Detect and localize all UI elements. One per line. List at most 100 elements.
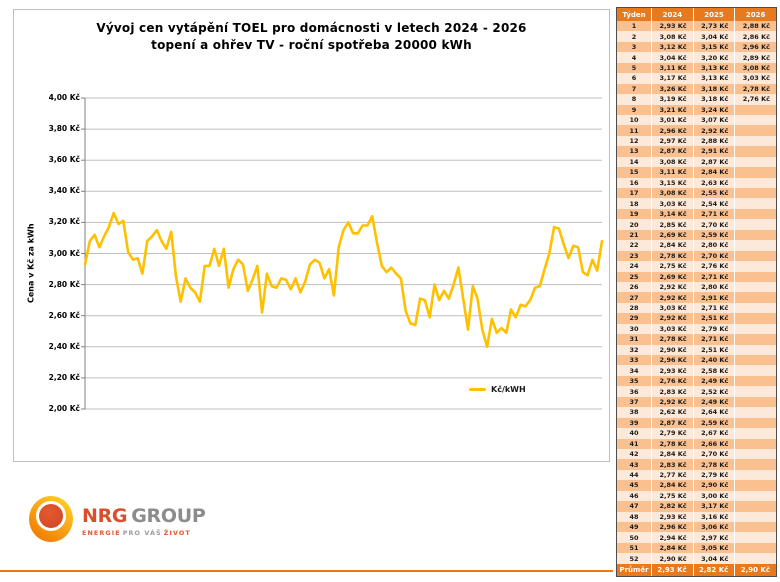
price-cell: 2,93 Kč: [652, 365, 693, 376]
price-cell: 2,84 Kč: [652, 480, 693, 491]
price-cell: 3,11 Kč: [652, 62, 693, 74]
table-row: 48 2,93 Kč 3,16 Kč: [617, 511, 776, 522]
week-cell: 17: [617, 188, 651, 199]
week-cell: 47: [617, 501, 651, 512]
price-cell: 2,79 Kč: [693, 323, 735, 335]
table-row: 30 3,03 Kč 2,79 Kč: [617, 323, 776, 335]
tagline-energie: ENERGIE: [82, 529, 121, 537]
brand-name: NRG GROUP: [82, 505, 206, 527]
price-cell: 3,01 Kč: [652, 114, 693, 126]
brand-name-group: GROUP: [131, 505, 206, 527]
week-cell: 38: [617, 407, 651, 418]
price-cell: [735, 407, 776, 418]
week-cell: 1: [617, 21, 651, 32]
week-cell: 23: [617, 250, 651, 262]
week-cell: 26: [617, 281, 651, 293]
week-cell: 31: [617, 334, 651, 345]
price-cell: 3,13 Kč: [693, 73, 735, 84]
table-row: 20 2,85 Kč 2,70 Kč: [617, 219, 776, 230]
price-cell: 2,54 Kč: [693, 198, 735, 209]
week-cell: 32: [617, 344, 651, 355]
table-row: 45 2,84 Kč 2,90 Kč: [617, 480, 776, 491]
week-cell: 19: [617, 208, 651, 220]
brand-tagline: ENERGIE PRO VÁŠ ŽIVOT: [82, 529, 205, 537]
price-cell: 2,78 Kč: [652, 334, 693, 345]
price-cell: 3,17 Kč: [652, 73, 693, 84]
table-row: 34 2,93 Kč 2,58 Kč: [617, 365, 776, 376]
price-cell: [735, 365, 776, 376]
price-cell: [735, 386, 776, 397]
footer-label: Průměr: [617, 564, 651, 576]
line-swatch-icon: [469, 388, 486, 391]
price-cell: 3,16 Kč: [693, 511, 735, 522]
tagline-pro-vas: PRO VÁŠ: [122, 529, 162, 537]
price-cell: 2,63 Kč: [693, 177, 735, 188]
price-cell: [735, 292, 776, 303]
table-row: 7 3,26 Kč 3,18 Kč 2,78 Kč: [617, 83, 776, 95]
week-cell: 6: [617, 73, 651, 84]
footer-avg-2024: 2,93 Kč: [652, 564, 693, 576]
price-cell: 2,75 Kč: [652, 490, 693, 502]
price-cell: [735, 271, 776, 282]
week-cell: 9: [617, 104, 651, 115]
table-row: 33 2,96 Kč 2,40 Kč: [617, 355, 776, 366]
week-cell: 13: [617, 146, 651, 157]
price-cell: 2,93 Kč: [652, 511, 693, 522]
price-cell: 2,97 Kč: [693, 532, 735, 543]
table-row: 47 2,82 Kč 3,17 Kč: [617, 501, 776, 512]
price-cell: [735, 438, 776, 449]
price-cell: 2,83 Kč: [652, 459, 693, 470]
price-cell: 2,78 Kč: [693, 459, 735, 470]
y-tick-label: 2,40 Kč: [48, 341, 80, 351]
price-cell: 2,90 Kč: [652, 553, 693, 564]
price-cell: 2,78 Kč: [735, 83, 776, 95]
table-row: 10 3,01 Kč 3,07 Kč: [617, 114, 776, 126]
price-cell: 2,66 Kč: [693, 438, 735, 449]
price-cell: 3,00 Kč: [693, 490, 735, 502]
table-header-row: Týden 2024 2025 2026: [617, 8, 776, 21]
week-cell: 5: [617, 62, 651, 74]
y-tick-label: 2,20 Kč: [48, 372, 80, 382]
price-cell: 2,40 Kč: [693, 355, 735, 366]
price-cell: 3,18 Kč: [693, 83, 735, 95]
price-cell: 2,69 Kč: [652, 229, 693, 241]
table-row: 24 2,75 Kč 2,76 Kč: [617, 261, 776, 272]
week-cell: 33: [617, 355, 651, 366]
table-row: 16 3,15 Kč 2,63 Kč: [617, 177, 776, 188]
table-row: 3 3,12 Kč 3,15 Kč 2,96 Kč: [617, 41, 776, 53]
price-cell: [735, 188, 776, 199]
table-row: 38 2,62 Kč 2,64 Kč: [617, 407, 776, 418]
price-cell: 3,15 Kč: [693, 41, 735, 53]
week-cell: 49: [617, 522, 651, 533]
price-cell: 2,84 Kč: [652, 448, 693, 460]
price-cell: 2,88 Kč: [693, 135, 735, 147]
price-cell: 2,70 Kč: [693, 250, 735, 262]
week-cell: 42: [617, 448, 651, 460]
week-cell: 16: [617, 177, 651, 188]
table-row: 6 3,17 Kč 3,13 Kč 3,03 Kč: [617, 73, 776, 84]
price-cell: 2,75 Kč: [652, 261, 693, 272]
y-tick-label: 4,00 Kč: [48, 93, 80, 102]
price-cell: 2,71 Kč: [693, 302, 735, 314]
footer-avg-2026: 2,90 Kč: [735, 564, 776, 576]
table-row: 25 2,69 Kč 2,71 Kč: [617, 271, 776, 282]
footer-avg-2025: 2,82 Kč: [693, 564, 735, 576]
price-cell: 3,19 Kč: [652, 94, 693, 105]
price-cell: 2,88 Kč: [735, 21, 776, 32]
week-cell: 24: [617, 261, 651, 272]
table-row: 44 2,77 Kč 2,79 Kč: [617, 469, 776, 481]
y-tick-label: 2,80 Kč: [48, 279, 80, 289]
price-cell: 2,96 Kč: [652, 125, 693, 136]
table-row: 4 3,04 Kč 3,20 Kč 2,89 Kč: [617, 52, 776, 63]
y-tick-label: 2,00 Kč: [48, 404, 80, 413]
price-cell: 2,78 Kč: [652, 438, 693, 449]
price-cell: [735, 146, 776, 157]
table-row: 1 2,93 Kč 2,73 Kč 2,88 Kč: [617, 21, 776, 32]
price-cell: 3,11 Kč: [652, 167, 693, 178]
week-cell: 29: [617, 313, 651, 324]
price-cell: [735, 104, 776, 115]
price-cell: 2,84 Kč: [693, 167, 735, 178]
price-cell: 2,90 Kč: [652, 344, 693, 355]
price-cell: 2,80 Kč: [693, 281, 735, 293]
nrg-logo-icon: [29, 496, 73, 542]
